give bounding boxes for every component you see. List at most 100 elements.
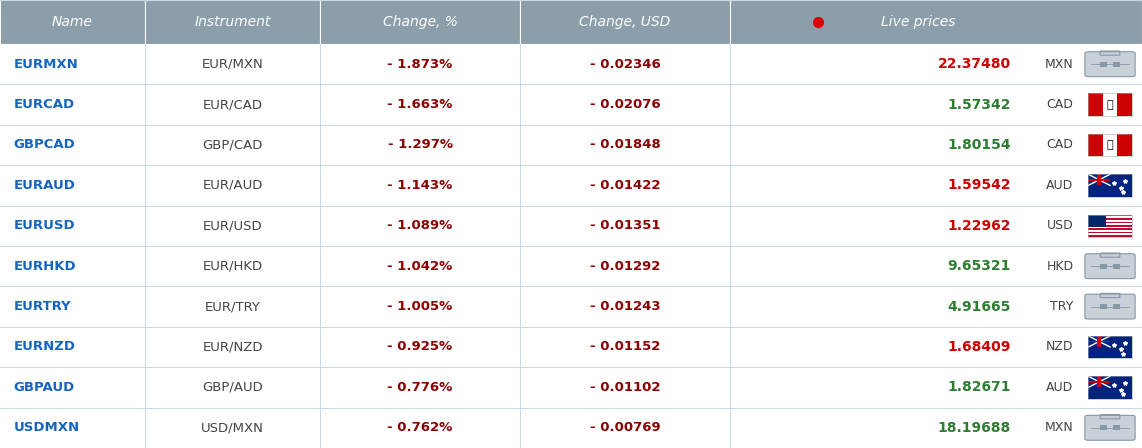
- Text: AUD: AUD: [1046, 381, 1073, 394]
- Bar: [730, 0, 1142, 44]
- Text: - 0.01351: - 0.01351: [589, 220, 660, 233]
- Text: 1.80154: 1.80154: [947, 138, 1011, 152]
- Bar: [1103, 134, 1117, 156]
- Bar: [1088, 223, 1132, 225]
- Bar: [1113, 61, 1120, 67]
- Text: MXN: MXN: [1045, 421, 1073, 434]
- Text: Instrument: Instrument: [194, 15, 271, 29]
- Text: Change, USD: Change, USD: [579, 15, 670, 29]
- Text: - 0.01243: - 0.01243: [589, 300, 660, 313]
- Bar: [1088, 230, 1132, 232]
- Bar: [1088, 134, 1132, 156]
- Text: - 0.01152: - 0.01152: [589, 340, 660, 353]
- Bar: [1088, 233, 1132, 235]
- Text: NZD: NZD: [1046, 340, 1073, 353]
- Bar: [1100, 263, 1107, 269]
- Text: EURUSD: EURUSD: [14, 220, 75, 233]
- Bar: [1088, 376, 1132, 399]
- Text: EURAUD: EURAUD: [14, 179, 75, 192]
- Bar: [1088, 227, 1132, 228]
- Bar: [1113, 304, 1120, 309]
- Text: - 0.02076: - 0.02076: [589, 98, 660, 111]
- Bar: [0, 125, 1142, 165]
- Bar: [0, 327, 1142, 367]
- Text: Change, %: Change, %: [383, 15, 458, 29]
- Text: GBP/AUD: GBP/AUD: [202, 381, 263, 394]
- Text: 1.82671: 1.82671: [947, 380, 1011, 394]
- FancyBboxPatch shape: [1085, 254, 1135, 279]
- Text: - 0.01102: - 0.01102: [589, 381, 660, 394]
- Text: - 1.663%: - 1.663%: [387, 98, 452, 111]
- Bar: [1088, 174, 1132, 197]
- Text: HKD: HKD: [1046, 260, 1073, 273]
- Text: - 1.143%: - 1.143%: [387, 179, 452, 192]
- Text: EURTRY: EURTRY: [14, 300, 71, 313]
- Bar: [1117, 94, 1132, 116]
- Text: - 1.297%: - 1.297%: [387, 138, 452, 151]
- Text: 18.19688: 18.19688: [938, 421, 1011, 435]
- Bar: [1088, 94, 1132, 116]
- Text: EURNZD: EURNZD: [14, 340, 75, 353]
- Text: EUR/HKD: EUR/HKD: [202, 260, 263, 273]
- Text: - 0.01292: - 0.01292: [589, 260, 660, 273]
- Bar: [0, 165, 1142, 206]
- Text: USD: USD: [1047, 220, 1073, 233]
- Bar: [1088, 340, 1110, 342]
- Bar: [0, 367, 1142, 408]
- Bar: [0, 408, 1142, 448]
- Text: Live prices: Live prices: [880, 15, 956, 29]
- Text: 9.65321: 9.65321: [948, 259, 1011, 273]
- Text: 1.59542: 1.59542: [947, 178, 1011, 192]
- Bar: [1113, 263, 1120, 269]
- Bar: [320, 0, 520, 44]
- Bar: [145, 0, 320, 44]
- Bar: [520, 0, 730, 44]
- Text: - 1.042%: - 1.042%: [387, 260, 452, 273]
- Bar: [1088, 215, 1132, 237]
- Bar: [1088, 174, 1132, 197]
- Text: 🍁: 🍁: [1107, 99, 1113, 110]
- Text: USD/MXN: USD/MXN: [201, 421, 264, 434]
- Bar: [1100, 304, 1107, 309]
- Bar: [1088, 381, 1110, 383]
- Text: CAD: CAD: [1046, 138, 1073, 151]
- Text: - 1.005%: - 1.005%: [387, 300, 452, 313]
- Text: GBPAUD: GBPAUD: [14, 381, 75, 394]
- Bar: [1088, 220, 1132, 221]
- Bar: [1088, 94, 1103, 116]
- Bar: [1097, 376, 1101, 388]
- Text: EUR/NZD: EUR/NZD: [202, 340, 263, 353]
- Bar: [0, 246, 1142, 286]
- Text: 1.22962: 1.22962: [947, 219, 1011, 233]
- Text: - 0.01422: - 0.01422: [589, 179, 660, 192]
- Text: - 0.01848: - 0.01848: [589, 138, 660, 151]
- FancyBboxPatch shape: [1085, 52, 1135, 77]
- Text: - 0.776%: - 0.776%: [387, 381, 452, 394]
- Text: 🍁: 🍁: [1107, 140, 1113, 150]
- Text: EURMXN: EURMXN: [14, 58, 79, 71]
- Text: CAD: CAD: [1046, 98, 1073, 111]
- Text: EUR/CAD: EUR/CAD: [202, 98, 263, 111]
- Text: 1.57342: 1.57342: [947, 98, 1011, 112]
- Text: - 0.925%: - 0.925%: [387, 340, 452, 353]
- FancyBboxPatch shape: [1085, 294, 1135, 319]
- Text: - 1.873%: - 1.873%: [387, 58, 452, 71]
- Text: Name: Name: [53, 15, 93, 29]
- Bar: [1097, 336, 1101, 347]
- Bar: [1088, 134, 1103, 156]
- Text: EUR/TRY: EUR/TRY: [204, 300, 260, 313]
- Text: 4.91665: 4.91665: [948, 300, 1011, 314]
- Bar: [1113, 425, 1120, 431]
- Text: - 0.762%: - 0.762%: [387, 421, 452, 434]
- Bar: [1088, 376, 1132, 399]
- Text: MXN: MXN: [1045, 58, 1073, 71]
- Text: EURHKD: EURHKD: [14, 260, 77, 273]
- Text: 1.68409: 1.68409: [948, 340, 1011, 354]
- Bar: [1088, 336, 1132, 358]
- Bar: [1088, 336, 1132, 358]
- Bar: [0, 44, 1142, 84]
- Bar: [1100, 61, 1107, 67]
- Text: EUR/USD: EUR/USD: [202, 220, 263, 233]
- Text: GBPCAD: GBPCAD: [14, 138, 75, 151]
- Text: USDMXN: USDMXN: [14, 421, 80, 434]
